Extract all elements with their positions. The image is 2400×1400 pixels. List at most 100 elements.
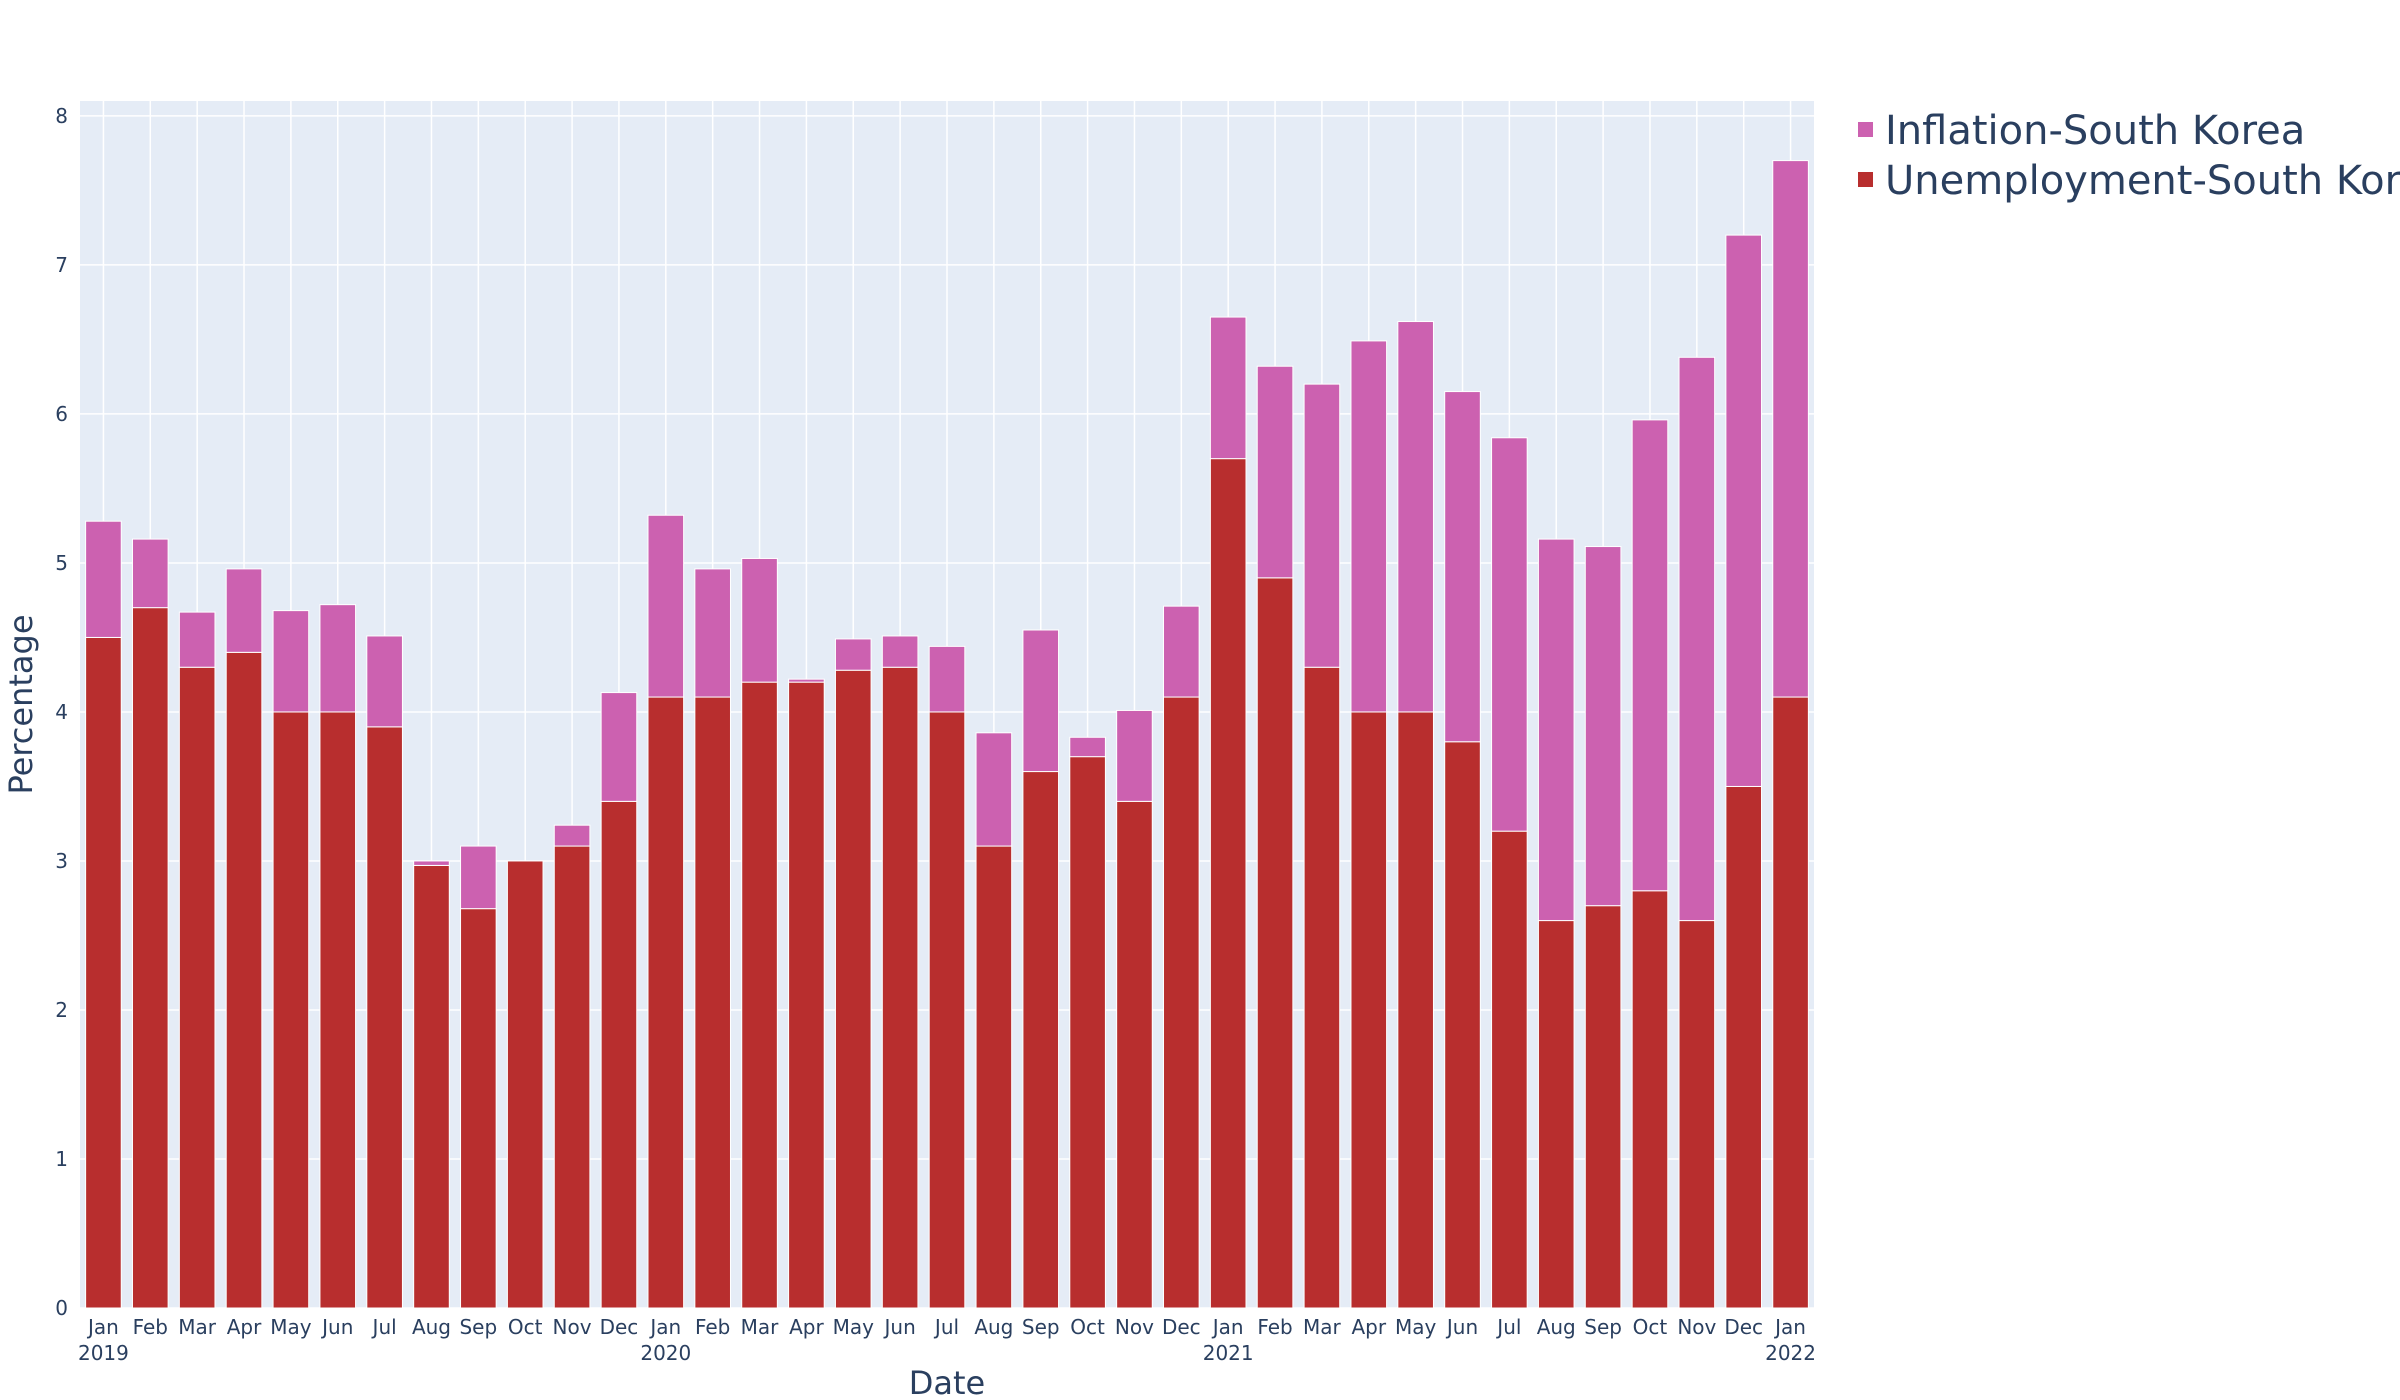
bar-inflation-south-korea-31 [1537, 538, 1575, 922]
x-tick-label: Jul [933, 1315, 959, 1339]
bar-inflation-south-korea-7 [413, 860, 450, 866]
x-tick-label: Jun [320, 1315, 353, 1339]
x-tick-label: May [833, 1315, 875, 1339]
bars [85, 160, 1809, 1309]
x-tick-label: Nov [553, 1315, 592, 1339]
bar-unemployment-south-korea-2 [178, 666, 216, 1309]
x-year-label: 2022 [1765, 1341, 1816, 1365]
bar-unemployment-south-korea-20 [1022, 771, 1060, 1309]
bar-unemployment-south-korea-25 [1256, 577, 1294, 1309]
bar-unemployment-south-korea-26 [1303, 666, 1341, 1309]
x-tick-label: Jan [1211, 1315, 1244, 1339]
x-tick-label: Jan [1773, 1315, 1806, 1339]
x-tick-label: Nov [1677, 1315, 1716, 1339]
x-tick-label: Mar [1303, 1315, 1342, 1339]
x-tick-label: May [270, 1315, 312, 1339]
legend-label: Unemployment-South Korea [1885, 158, 2400, 204]
bar-inflation-south-korea-16 [834, 638, 872, 671]
bar-inflation-south-korea-30 [1491, 437, 1528, 832]
x-tick-label: Apr [789, 1315, 824, 1339]
bar-inflation-south-korea-35 [1725, 234, 1763, 787]
y-tick-label: 2 [55, 998, 68, 1022]
bar-inflation-south-korea-1 [131, 538, 169, 609]
bar-unemployment-south-korea-13 [694, 696, 731, 1309]
bar-unemployment-south-korea-1 [131, 607, 169, 1309]
legend-label: Inflation-South Korea [1885, 108, 2305, 154]
y-tick-label: 0 [55, 1296, 68, 1320]
bar-unemployment-south-korea-21 [1069, 756, 1106, 1309]
x-tick-label: Oct [1633, 1315, 1668, 1339]
x-tick-label: Sep [1022, 1315, 1060, 1339]
bar-inflation-south-korea-25 [1256, 365, 1294, 579]
x-tick-label: Jun [1445, 1315, 1478, 1339]
x-tick-label: Oct [1070, 1315, 1105, 1339]
y-tick-label: 8 [55, 104, 68, 128]
x-tick-label: Dec [600, 1315, 639, 1339]
bar-inflation-south-korea-10 [553, 824, 591, 847]
bar-inflation-south-korea-4 [272, 610, 310, 713]
bar-inflation-south-korea-12 [647, 514, 685, 698]
bar-unemployment-south-korea-16 [834, 669, 872, 1309]
x-tick-label: Dec [1724, 1315, 1763, 1339]
x-tick-label: Jul [1495, 1315, 1521, 1339]
y-axis-title: Percentage [2, 614, 40, 794]
bar-inflation-south-korea-29 [1444, 391, 1481, 743]
x-tick-label: Jul [371, 1315, 397, 1339]
bar-unemployment-south-korea-23 [1163, 696, 1200, 1309]
bar-unemployment-south-korea-17 [881, 666, 919, 1309]
x-tick-label: Sep [1584, 1315, 1622, 1339]
bar-inflation-south-korea-5 [319, 604, 357, 713]
y-tick-label: 1 [55, 1147, 68, 1171]
x-tick-label: Jan [86, 1315, 119, 1339]
x-tick-label: Aug [412, 1315, 451, 1339]
bar-inflation-south-korea-34 [1678, 356, 1716, 922]
x-tick-label: Feb [133, 1315, 168, 1339]
x-tick-label: Sep [459, 1315, 497, 1339]
bar-inflation-south-korea-6 [366, 635, 403, 728]
bar-inflation-south-korea-11 [600, 692, 638, 802]
x-tick-label: Apr [1351, 1315, 1386, 1339]
bar-unemployment-south-korea-14 [741, 681, 778, 1309]
bar-inflation-south-korea-32 [1584, 546, 1622, 907]
bar-unemployment-south-korea-32 [1584, 905, 1622, 1309]
bar-unemployment-south-korea-24 [1209, 458, 1247, 1309]
bar-inflation-south-korea-8 [460, 845, 497, 910]
bar-inflation-south-korea-20 [1022, 629, 1060, 773]
x-tick-label: Mar [178, 1315, 217, 1339]
bar-unemployment-south-korea-27 [1350, 711, 1388, 1309]
y-tick-label: 7 [55, 253, 68, 277]
bar-unemployment-south-korea-5 [319, 711, 357, 1309]
y-tick-label: 3 [55, 849, 68, 873]
x-tick-label: Apr [227, 1315, 262, 1339]
bar-inflation-south-korea-13 [694, 568, 731, 698]
bar-unemployment-south-korea-0 [85, 636, 122, 1309]
bar-unemployment-south-korea-3 [225, 651, 263, 1309]
bar-inflation-south-korea-19 [975, 732, 1013, 847]
bar-unemployment-south-korea-19 [975, 845, 1013, 1309]
bar-unemployment-south-korea-18 [928, 711, 966, 1309]
x-axis-title: Date [909, 1364, 985, 1400]
x-tick-label: Jan [648, 1315, 681, 1339]
x-tick-label: Aug [974, 1315, 1013, 1339]
bar-inflation-south-korea-15 [788, 678, 825, 683]
bar-unemployment-south-korea-4 [272, 711, 310, 1309]
bar-inflation-south-korea-3 [225, 568, 263, 653]
bar-unemployment-south-korea-10 [553, 845, 591, 1309]
bar-unemployment-south-korea-22 [1116, 800, 1153, 1309]
bar-inflation-south-korea-2 [178, 611, 216, 668]
x-tick-label: Feb [1257, 1315, 1292, 1339]
x-tick-label: May [1395, 1315, 1437, 1339]
x-tick-label: Jun [883, 1315, 916, 1339]
bar-unemployment-south-korea-7 [413, 864, 450, 1309]
bar-unemployment-south-korea-35 [1725, 785, 1763, 1309]
bar-inflation-south-korea-17 [881, 635, 919, 668]
bar-inflation-south-korea-14 [741, 557, 778, 683]
x-year-label: 2021 [1203, 1341, 1254, 1365]
x-year-label: 2020 [640, 1341, 691, 1365]
bar-inflation-south-korea-0 [85, 520, 122, 638]
x-tick-label: Aug [1537, 1315, 1576, 1339]
bar-unemployment-south-korea-33 [1631, 890, 1669, 1309]
bar-unemployment-south-korea-15 [788, 681, 825, 1309]
bar-inflation-south-korea-28 [1397, 321, 1434, 713]
